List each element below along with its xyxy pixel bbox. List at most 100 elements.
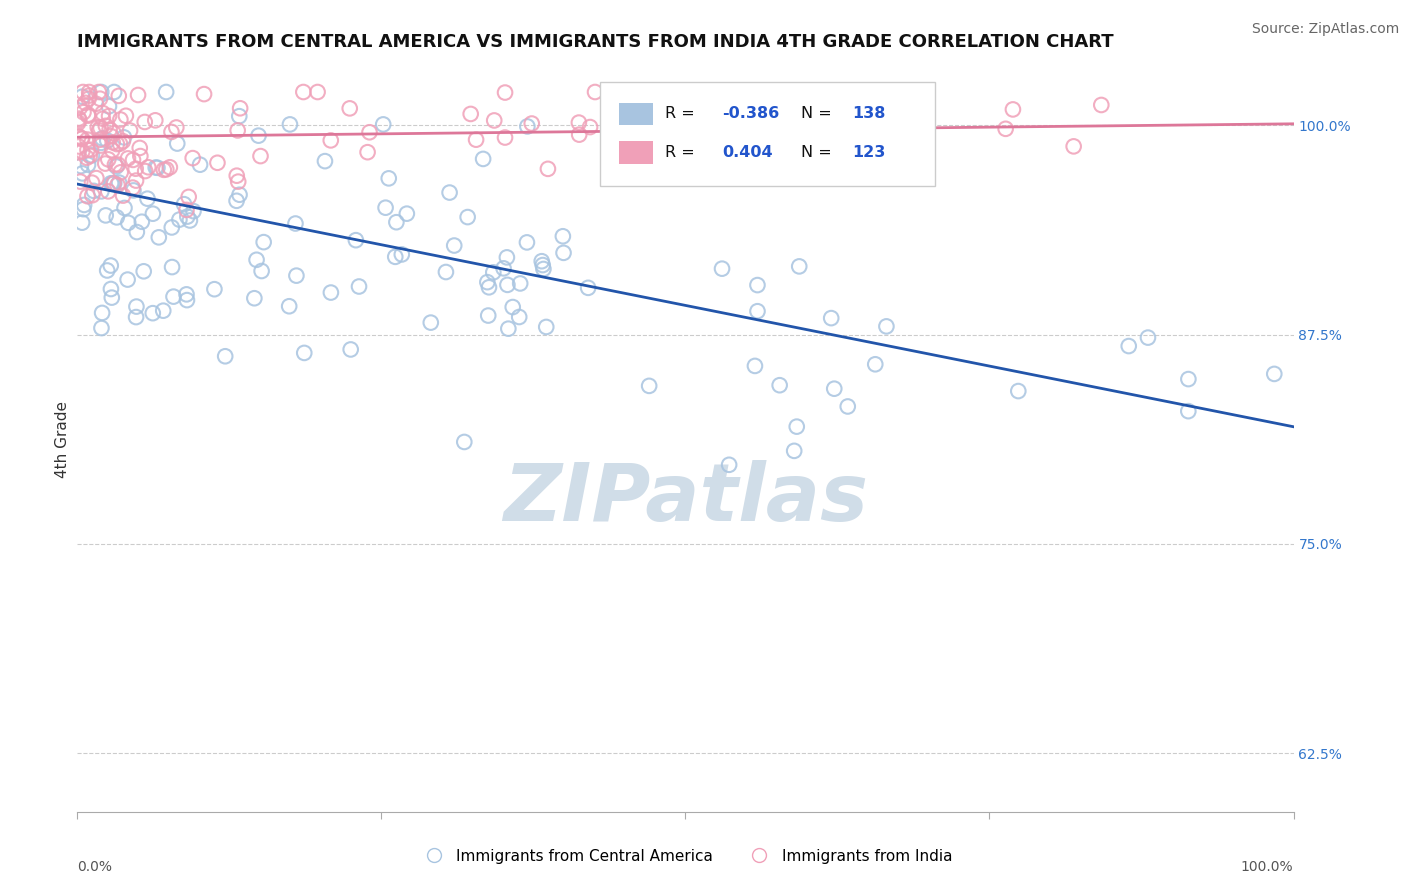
Point [94, 119, 117, 133]
Point [1063, 139, 1085, 153]
Point [576, 281, 599, 295]
Point [166, 136, 188, 151]
Point [207, 155, 229, 169]
Point [671, 93, 693, 107]
Point [148, 230, 170, 244]
Point [1001, 103, 1024, 117]
Point [875, 319, 897, 334]
Point [120, 123, 142, 137]
Point [114, 201, 136, 215]
Point [146, 161, 169, 175]
Point [77, 88, 100, 103]
Point [162, 290, 184, 304]
Point [536, 320, 558, 334]
Point [108, 176, 131, 190]
Point [100, 259, 122, 273]
Point [110, 112, 132, 127]
Point [385, 215, 408, 229]
FancyBboxPatch shape [619, 142, 652, 164]
Point [76, 151, 98, 165]
Point [67, 139, 90, 153]
Point [443, 238, 465, 252]
Point [769, 378, 792, 392]
Point [70, 159, 93, 173]
Point [90, 185, 112, 199]
Text: R =: R = [665, 145, 700, 160]
Point [176, 202, 198, 217]
Point [96, 263, 118, 277]
Point [117, 272, 139, 286]
Point [508, 310, 530, 324]
Point [83, 184, 105, 198]
Point [125, 161, 148, 176]
Point [994, 121, 1017, 136]
Point [82, 188, 104, 202]
Point [77, 107, 100, 121]
Point [122, 183, 145, 197]
Point [152, 162, 174, 177]
Point [498, 321, 520, 335]
Point [90, 321, 112, 335]
Point [1177, 404, 1199, 418]
Point [152, 303, 174, 318]
Point [90, 85, 112, 99]
Point [159, 161, 181, 175]
Point [537, 161, 560, 176]
Point [91, 112, 114, 126]
Point [530, 254, 553, 268]
Point [583, 85, 606, 99]
Point [747, 278, 769, 293]
Text: IMMIGRANTS FROM CENTRAL AMERICA VS IMMIGRANTS FROM INDIA 4TH GRADE CORRELATION C: IMMIGRANTS FROM CENTRAL AMERICA VS IMMIG… [77, 34, 1114, 52]
Point [650, 137, 672, 152]
Point [502, 300, 524, 314]
Point [96, 134, 118, 148]
Point [494, 130, 516, 145]
Point [115, 109, 138, 123]
Point [111, 134, 134, 148]
Point [69, 175, 91, 189]
Point [70, 132, 93, 146]
Point [243, 291, 266, 305]
Text: Source: ZipAtlas.com: Source: ZipAtlas.com [1251, 22, 1399, 37]
Point [820, 311, 842, 326]
Point [100, 176, 122, 190]
Point [79, 149, 101, 163]
Point [107, 88, 129, 103]
Point [1177, 372, 1199, 386]
Point [75, 95, 97, 110]
Point [520, 116, 543, 130]
Point [136, 192, 159, 206]
Point [143, 113, 166, 128]
Point [76, 189, 98, 203]
Point [509, 277, 531, 291]
Point [439, 186, 461, 200]
Point [453, 434, 475, 449]
Point [783, 109, 806, 123]
Point [142, 306, 165, 320]
Point [134, 164, 156, 178]
Point [319, 285, 342, 300]
Point [101, 291, 124, 305]
Point [104, 158, 127, 172]
Point [80, 176, 103, 190]
Point [122, 153, 145, 167]
Point [391, 247, 413, 261]
Point [1090, 98, 1112, 112]
Point [285, 268, 308, 283]
Point [623, 150, 645, 164]
Point [94, 208, 117, 222]
Point [70, 216, 93, 230]
Point [155, 162, 177, 177]
Text: N =: N = [801, 106, 837, 121]
Y-axis label: 4th Grade: 4th Grade [55, 401, 70, 478]
Point [492, 261, 515, 276]
Point [225, 194, 247, 208]
Point [117, 152, 139, 166]
Text: 138: 138 [852, 106, 886, 121]
Point [465, 133, 488, 147]
Point [89, 133, 111, 147]
Point [77, 158, 100, 172]
Point [67, 129, 90, 144]
Point [103, 126, 125, 140]
Point [67, 116, 90, 130]
